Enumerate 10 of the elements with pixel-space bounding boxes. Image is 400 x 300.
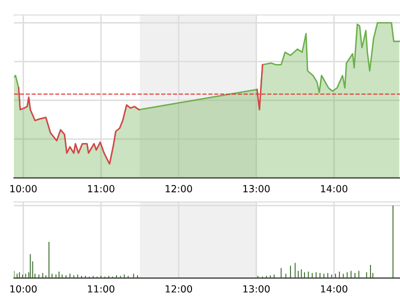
- x-tick-label: 10:00: [10, 285, 37, 293]
- x-tick-label: 14:00: [321, 185, 348, 192]
- x-tick-label: 10:00: [10, 185, 37, 192]
- x-tick-label: 11:00: [88, 285, 114, 293]
- x-tick-label: 13:00: [243, 185, 270, 192]
- x-tick-label: 12:00: [166, 185, 192, 192]
- x-tick-label: 14:00: [321, 285, 348, 293]
- x-tick-label: 11:00: [88, 185, 114, 192]
- x-tick-label: 13:00: [243, 285, 270, 293]
- x-tick-label: 12:00: [166, 285, 192, 293]
